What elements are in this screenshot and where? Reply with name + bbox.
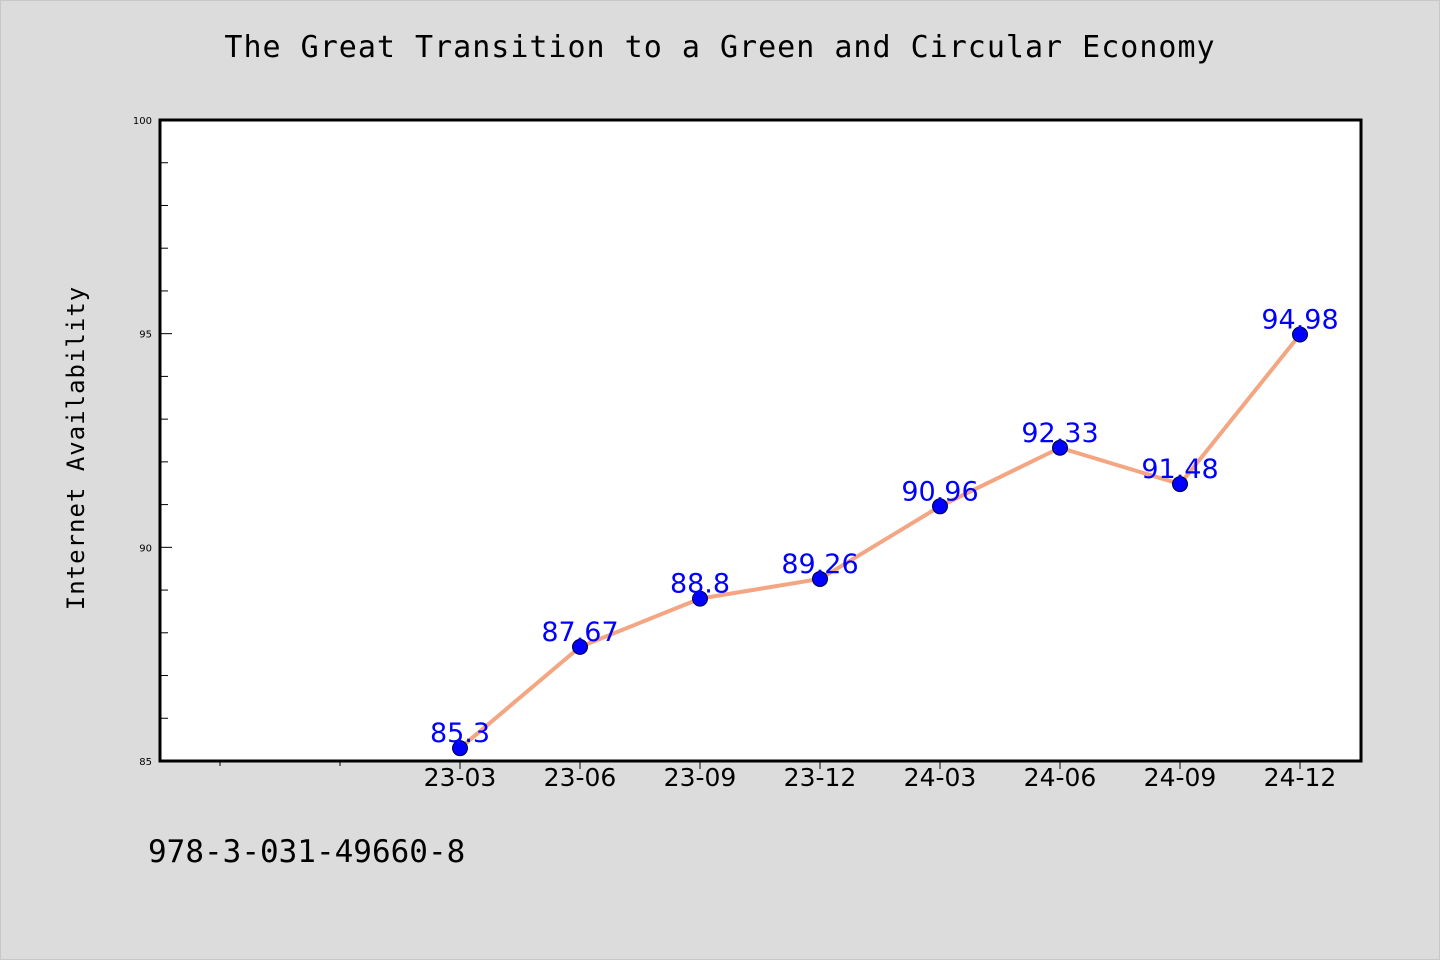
data-point	[572, 638, 588, 655]
x-tick-label: 24-09	[1144, 763, 1217, 792]
x-tick-label: 24-12	[1264, 763, 1337, 792]
data-labels: 85.3 87.67 88.8 89.26 90.96 92.33 91.48 94.98	[430, 305, 1339, 750]
data-point	[1292, 326, 1308, 343]
data-point	[452, 740, 468, 757]
data-point	[692, 590, 708, 607]
data-label: 89.26	[781, 549, 858, 580]
y-minor-ticks	[160, 162, 168, 719]
data-point	[1172, 476, 1188, 493]
data-point	[1052, 439, 1068, 456]
data-label: 91.48	[1141, 454, 1218, 485]
x-tick-label: 23-09	[664, 763, 737, 792]
x-tick-label: 24-06	[1024, 763, 1097, 792]
data-point	[932, 498, 948, 515]
data-label: 94.98	[1261, 305, 1338, 336]
y-tick-label: 90	[139, 543, 152, 554]
data-label: 87.67	[541, 617, 618, 648]
data-label: 88.8	[670, 569, 730, 600]
plot-area	[158, 118, 1363, 763]
series-layer	[452, 326, 1308, 757]
y-tick-label: 100	[133, 116, 152, 127]
isbn-text: 978-3-031-49660-8	[148, 834, 466, 870]
x-tick-label: 24-03	[904, 763, 977, 792]
data-point	[812, 570, 828, 587]
x-tick-label: 23-06	[544, 763, 617, 792]
chart-title: The Great Transition to a Green and Circ…	[224, 30, 1216, 65]
y-ticks: 85 90 95 100	[133, 116, 172, 768]
data-label: 85.3	[430, 718, 490, 749]
x-tick-label: 23-03	[424, 763, 497, 792]
x-minor-ticks	[219, 761, 341, 766]
x-ticks: 23-03 23-06 23-09 23-12 24-03 24-06 24-09 24-12	[424, 761, 1337, 792]
data-label: 92.33	[1021, 418, 1098, 449]
series-line	[458, 332, 1302, 751]
data-label: 90.96	[901, 476, 978, 507]
y-tick-label: 95	[139, 330, 152, 341]
y-tick-label: 85	[139, 757, 152, 768]
x-tick-label: 23-12	[784, 763, 857, 792]
